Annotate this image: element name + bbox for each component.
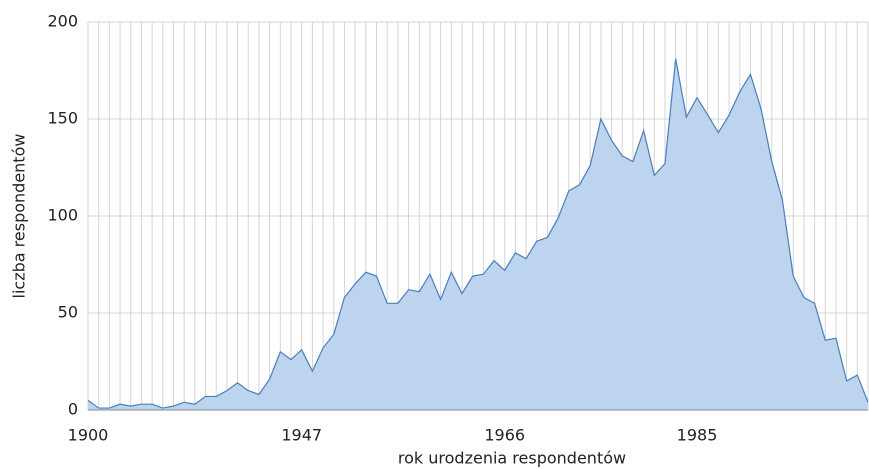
x-tick-label: 1900 (68, 426, 109, 445)
y-tick-label: 100 (47, 206, 78, 225)
x-tick-label: 1947 (281, 426, 322, 445)
y-tick-label: 150 (47, 109, 78, 128)
x-tick-label: 1966 (484, 426, 525, 445)
y-tick-label: 50 (58, 303, 78, 322)
y-tick-label: 0 (68, 400, 78, 419)
x-tick-label: 1985 (677, 426, 718, 445)
y-axis-label: liczba respondentów (10, 134, 29, 299)
y-tick-label: 200 (47, 12, 78, 31)
line (87, 58, 869, 409)
area (88, 58, 868, 411)
x-axis-label: rok urodzenia respondentów (398, 449, 626, 468)
